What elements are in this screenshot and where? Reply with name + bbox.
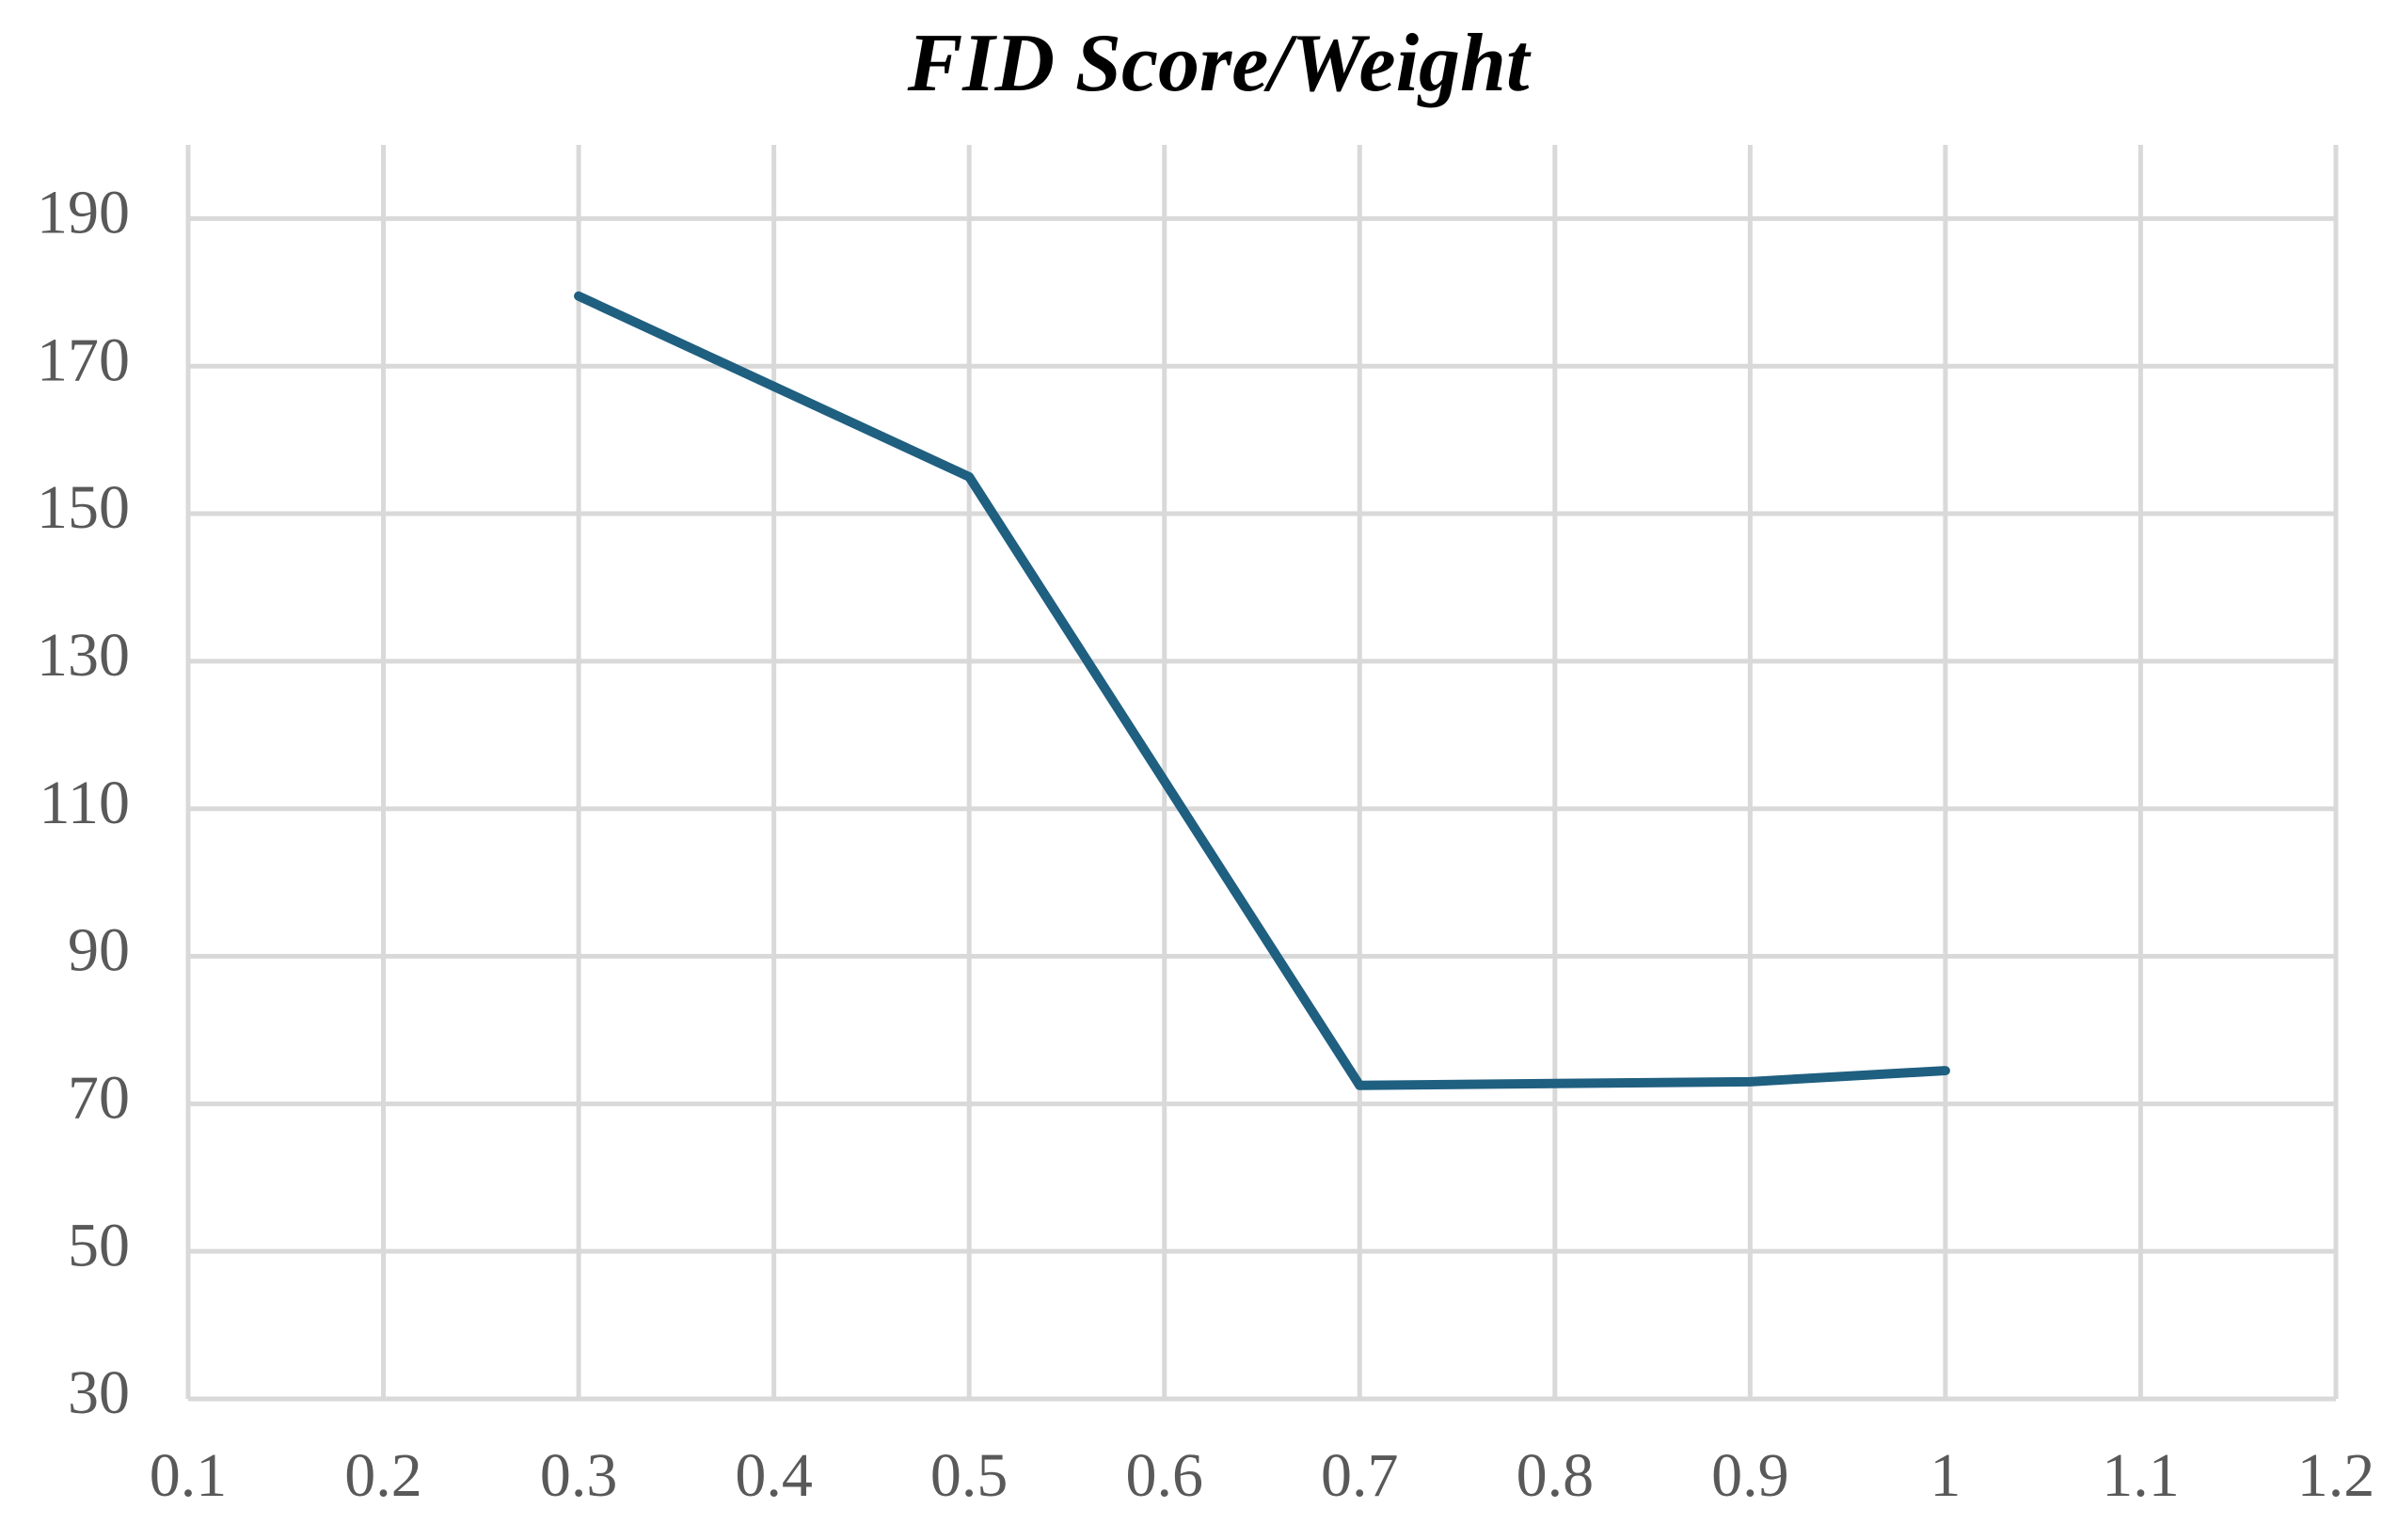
x-tick-label: 0.2: [344, 1441, 422, 1510]
x-tick-label: 0.6: [1125, 1441, 1203, 1510]
y-tick-label: 70: [68, 1063, 130, 1132]
y-tick-label: 50: [68, 1211, 130, 1279]
data-line: [574, 291, 1950, 1090]
y-tick-label: 190: [37, 179, 130, 247]
x-tick-label: 0.8: [1517, 1441, 1595, 1510]
y-tick-label: 110: [39, 769, 130, 837]
y-tick-label: 130: [37, 621, 130, 690]
x-tick-label: 0.1: [150, 1441, 228, 1510]
chart-title: FID Score/Weight: [907, 18, 1532, 109]
x-tick-label: 0.9: [1711, 1441, 1789, 1510]
x-tick-label: 1.1: [2102, 1441, 2180, 1510]
x-tick-label: 0.3: [540, 1441, 618, 1510]
x-tick-label: 0.4: [735, 1441, 813, 1510]
x-tick-label: 0.7: [1321, 1441, 1399, 1510]
x-tick-label: 1.2: [2297, 1441, 2375, 1510]
y-tick-label: 150: [37, 473, 130, 542]
y-tick-label: 30: [68, 1358, 130, 1427]
x-tick-label: 1: [1930, 1441, 1961, 1510]
x-tick-label: 0.5: [930, 1441, 1008, 1510]
y-tick-label: 90: [68, 916, 130, 985]
y-tick-label: 170: [37, 325, 130, 394]
